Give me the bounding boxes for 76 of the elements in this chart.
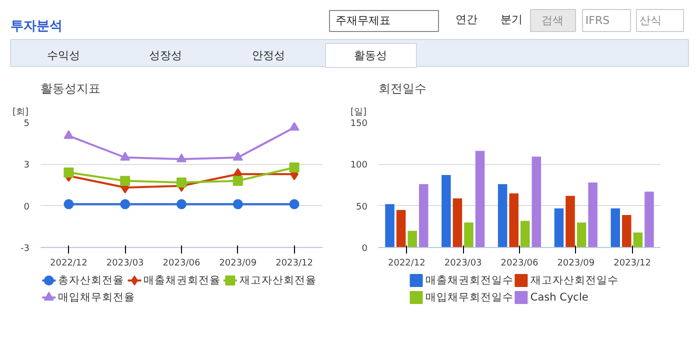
point <box>120 199 130 210</box>
y-tick-label: 0 <box>362 244 368 254</box>
x-tick-label: 2023/09 <box>557 258 595 268</box>
legend-label: 재고자산회전율 <box>239 274 316 286</box>
bar <box>576 222 586 248</box>
bar <box>452 198 462 248</box>
legend-label: 매출채권회전일수 <box>426 274 514 286</box>
y-axis-title: [일] <box>350 108 367 118</box>
text: 수익성 <box>47 49 80 62</box>
legend-label: 매출채권회전율 <box>144 274 221 286</box>
text: 검색 <box>542 14 564 27</box>
x-tick-label: 2023/12 <box>614 258 651 268</box>
point <box>176 199 186 210</box>
bar <box>442 175 451 248</box>
bar <box>588 182 598 248</box>
bar <box>520 220 530 248</box>
bar <box>532 156 542 248</box>
text: 연간 <box>456 13 478 26</box>
legend-label: Cash Cycle <box>530 292 588 304</box>
point <box>176 178 186 188</box>
x-tick-label: 2022/12 <box>50 258 88 268</box>
legend-label: 매입채무회전율 <box>58 292 136 304</box>
y-tick-label: 0 <box>24 202 30 212</box>
point <box>64 130 74 139</box>
bar <box>396 210 406 248</box>
bar <box>554 208 564 248</box>
text: 투자분석 <box>10 19 62 34</box>
point <box>232 199 243 210</box>
chart-title: 회전일수 <box>378 82 426 96</box>
bar <box>475 150 485 248</box>
point <box>232 176 243 186</box>
text: 활동성 <box>354 49 387 62</box>
bar <box>464 222 474 248</box>
point <box>289 162 300 172</box>
bar <box>633 232 643 248</box>
bar <box>408 230 417 248</box>
point <box>120 152 130 161</box>
point <box>64 199 74 210</box>
text: IFRS <box>585 14 610 27</box>
bar <box>385 204 394 248</box>
text: 성장성 <box>149 49 182 62</box>
text: 산식 <box>640 14 662 27</box>
bar <box>610 208 620 248</box>
bar <box>622 215 632 248</box>
x-tick-label: 2023/06 <box>162 258 200 268</box>
text: 안정성 <box>252 49 285 62</box>
legend-label: 총자산회전율 <box>58 274 124 286</box>
point <box>289 199 300 210</box>
legend-label: 재고자산회전일수 <box>530 274 618 286</box>
bar <box>644 192 654 248</box>
text: 주재무제표 <box>336 14 390 27</box>
x-tick-label: 2022/12 <box>388 258 426 268</box>
bar <box>566 196 575 248</box>
chart-title: 활동성지표 <box>40 82 100 96</box>
y-tick-label: -3 <box>20 244 30 254</box>
point <box>176 153 186 162</box>
x-tick-label: 2023/03 <box>444 258 482 268</box>
x-tick-label: 2023/12 <box>276 258 313 268</box>
point <box>289 122 300 131</box>
y-tick-label: 5 <box>24 119 30 129</box>
x-tick-label: 2023/03 <box>106 258 144 268</box>
bar <box>509 193 518 248</box>
point <box>64 168 74 178</box>
point <box>120 176 130 186</box>
point <box>232 152 243 161</box>
bar <box>418 184 428 248</box>
y-tick-label: 50 <box>356 202 368 212</box>
y-axis-title: [회] <box>12 108 29 118</box>
legend-label: 매입채무회전일수 <box>426 292 514 304</box>
x-tick-label: 2023/09 <box>219 258 257 268</box>
y-tick-label: 100 <box>350 160 368 171</box>
y-tick-label: 3 <box>24 160 30 171</box>
y-tick-label: 150 <box>350 119 368 129</box>
text: 분기 <box>500 13 522 26</box>
x-tick-label: 2023/06 <box>500 258 538 268</box>
bar <box>498 184 508 248</box>
